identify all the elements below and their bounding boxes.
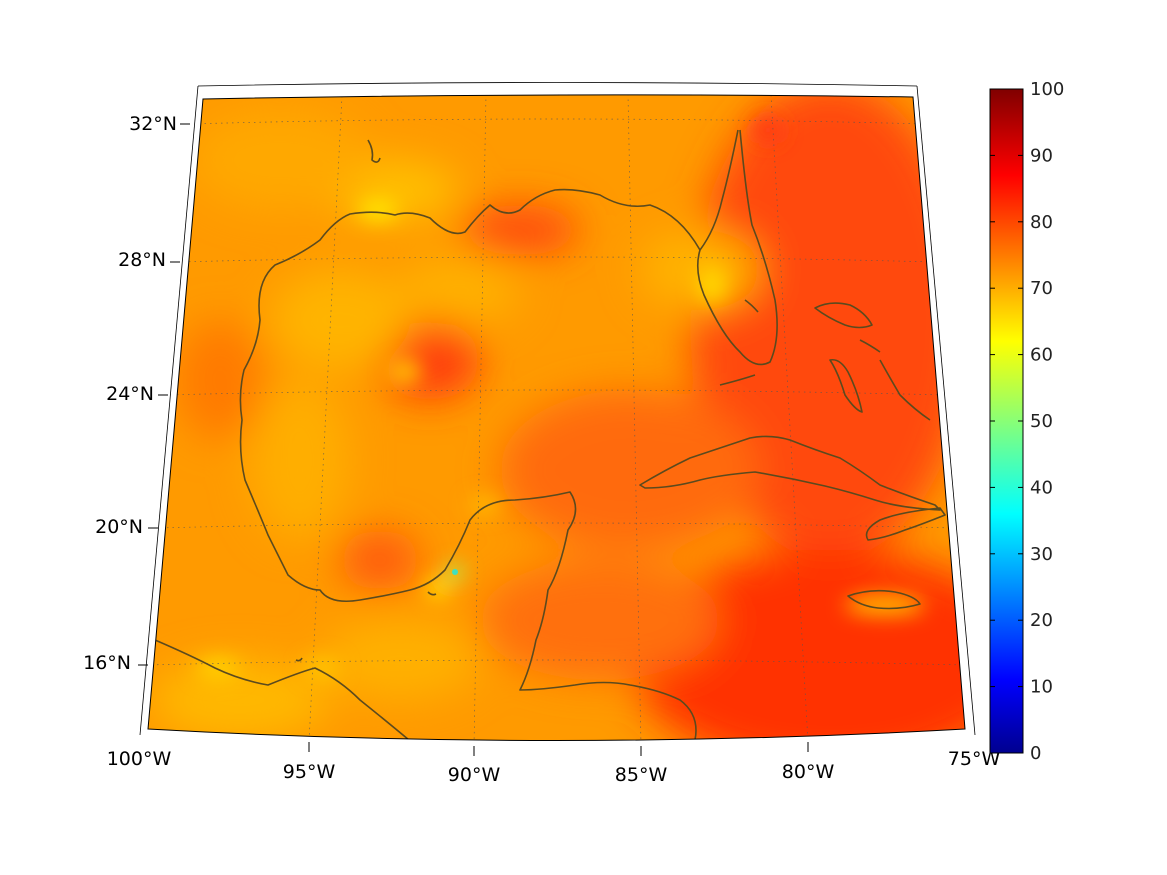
colorbar-ticks: 0 10 20 30 40 50 60 70 80 90 100 (990, 79, 1064, 764)
lat-label: 16°N (83, 652, 131, 674)
lat-label: 28°N (118, 249, 166, 271)
colorbar-tick-label: 20 (1030, 610, 1053, 631)
colorbar-tick-label: 10 (1030, 677, 1053, 698)
lat-label: 20°N (95, 516, 143, 538)
data-field (148, 94, 965, 741)
colorbar-tick-label: 80 (1030, 212, 1053, 233)
colorbar-tick-label: 0 (1030, 743, 1041, 764)
longitude-labels: 100°W 95°W 90°W 85°W 80°W 75°W (107, 748, 1001, 786)
latitude-labels: 32°N 28°N 24°N 20°N 16°N (83, 113, 177, 674)
lon-label: 100°W (107, 748, 172, 770)
lon-label: 90°W (448, 764, 501, 786)
lon-label: 95°W (283, 761, 336, 783)
lon-label: 80°W (782, 761, 835, 783)
lon-label: 85°W (615, 764, 668, 786)
lat-label: 32°N (129, 113, 177, 135)
map-frame (139, 82, 976, 741)
colorbar-tick-label: 100 (1030, 79, 1064, 100)
colorbar-tick-label: 70 (1030, 278, 1053, 299)
colorbar-tick-label: 50 (1030, 411, 1053, 432)
colorbar-tick-label: 40 (1030, 477, 1053, 498)
coastline (154, 129, 946, 741)
colorbar: 0 10 20 30 40 50 60 70 80 90 100 (989, 79, 1064, 764)
colorbar-gradient (989, 88, 1024, 754)
lat-label: 24°N (106, 383, 154, 405)
colorbar-tick-label: 60 (1030, 345, 1053, 366)
lon-label: 75°W (948, 748, 1001, 770)
colorbar-tick-label: 30 (1030, 544, 1053, 565)
colorbar-tick-label: 90 (1030, 145, 1053, 166)
